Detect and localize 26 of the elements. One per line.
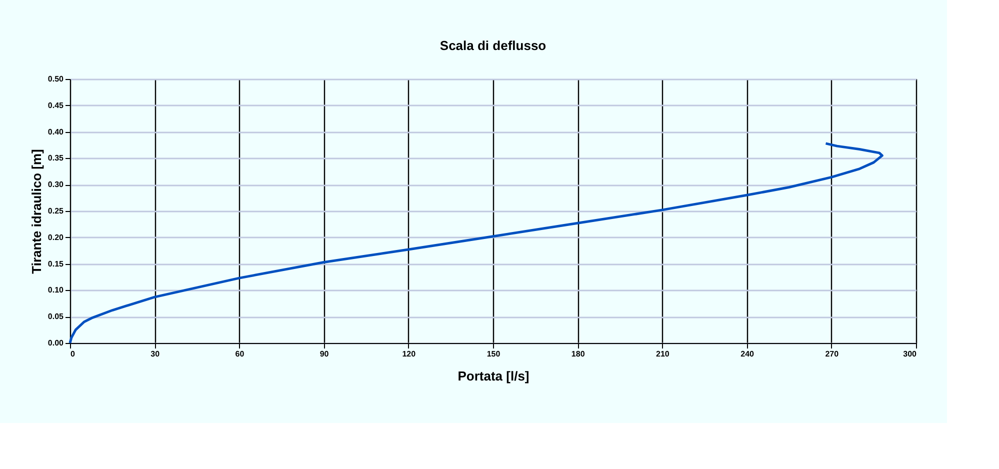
y-tick-label: 0.15	[48, 259, 64, 268]
y-tick-label: 0.30	[48, 180, 64, 190]
x-tick-label: 180	[571, 350, 586, 358]
line-series	[68, 142, 884, 344]
y-tick-label: 0.00	[48, 338, 64, 348]
y-tick-label: 0.40	[48, 127, 64, 136]
x-tick-label: 60	[235, 350, 245, 358]
x-axis-title: Portata [l/s]	[458, 368, 530, 384]
x-tick-label: 240	[740, 350, 755, 358]
x-tick-label: 300	[903, 350, 918, 358]
y-tick-label: 0.05	[48, 312, 64, 322]
x-tick-label: 90	[320, 350, 330, 358]
x-tick-label: 150	[486, 350, 501, 358]
y-tick-label: 0.50	[48, 74, 64, 84]
y-tick-label: 0.45	[48, 100, 64, 110]
x-tick-label: 270	[825, 350, 840, 358]
y-tick-label: 0.35	[48, 154, 64, 163]
chart-title: Scala di deflusso	[440, 38, 546, 53]
x-tick-label: 0	[70, 350, 76, 358]
y-tick-label: 0.20	[48, 232, 64, 242]
x-tick-label: 120	[402, 350, 416, 358]
x-tick-label: 30	[150, 350, 160, 358]
y-tick-label: 0.25	[48, 206, 64, 216]
y-tick-label: 0.10	[48, 286, 64, 295]
y-axis-title: Tirante idraulico [m]	[28, 149, 44, 274]
x-tick-label: 210	[656, 350, 670, 358]
